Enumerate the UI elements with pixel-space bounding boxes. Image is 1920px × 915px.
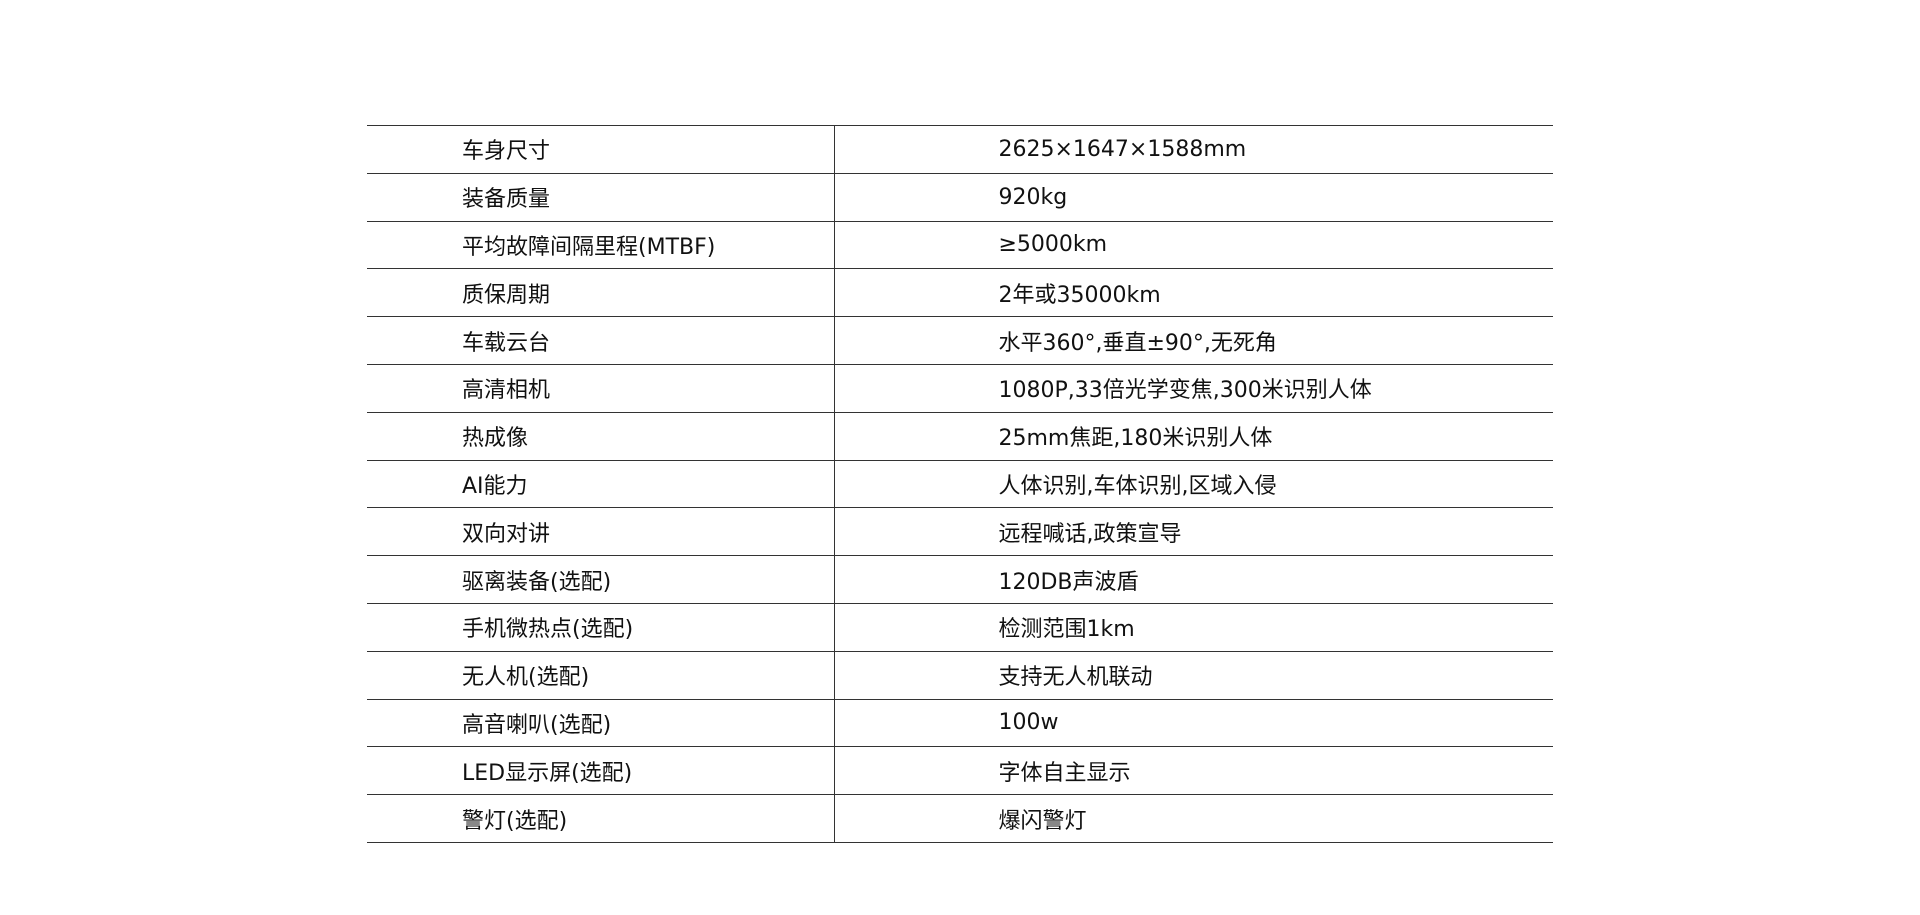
spec-value: 120DB声波盾 xyxy=(834,555,1553,604)
spec-value: 爆闪警灯 xyxy=(834,794,1553,843)
spec-value: ≥5000km xyxy=(834,220,1553,270)
table-row: 警灯(选配) 爆闪警灯 xyxy=(367,794,1553,843)
spec-value: 1080P,33倍光学变焦,300米识别人体 xyxy=(834,363,1553,413)
table-row: 驱离装备(选配) 120DB声波盾 xyxy=(367,555,1553,604)
table-row: 手机微热点(选配) 检测范围1km xyxy=(367,602,1553,652)
table-row: 双向对讲 远程喊话,政策宣导 xyxy=(367,507,1553,557)
spec-table: 车身尺寸 2625×1647×1588mm 装备质量 920kg 平均故障间隔里程(MT… xyxy=(367,125,1553,843)
spec-value: 920kg xyxy=(834,172,1553,222)
spec-label: 高音喇叭(选配) xyxy=(367,698,835,748)
spec-value: 水平360°,垂直±90°,无死角 xyxy=(834,316,1553,365)
spec-value: 25mm焦距,180米识别人体 xyxy=(834,411,1553,461)
spec-value: 远程喊话,政策宣导 xyxy=(834,507,1553,557)
spec-label: 装备质量 xyxy=(367,172,835,222)
table-row: 无人机(选配) 支持无人机联动 xyxy=(367,650,1553,700)
spec-label: 驱离装备(选配) xyxy=(367,555,835,604)
spec-label: 警灯(选配) xyxy=(367,794,835,843)
spec-label: 无人机(选配) xyxy=(367,650,835,700)
spec-label: 车载云台 xyxy=(367,316,835,365)
table-row: 车身尺寸 2625×1647×1588mm xyxy=(367,125,1553,174)
spec-value: 2625×1647×1588mm xyxy=(834,125,1553,174)
spec-label: 手机微热点(选配) xyxy=(367,602,835,652)
spec-value: 检测范围1km xyxy=(834,602,1553,652)
spec-label: 热成像 xyxy=(367,411,835,461)
spec-label: 车身尺寸 xyxy=(367,125,835,174)
spec-label: 高清相机 xyxy=(367,363,835,413)
table-row: 热成像 25mm焦距,180米识别人体 xyxy=(367,411,1553,461)
table-row: 质保周期 2年或35000km xyxy=(367,268,1553,318)
spec-label: 双向对讲 xyxy=(367,507,835,557)
table-row: AI能力 人体识别,车体识别,区域入侵 xyxy=(367,459,1553,509)
spec-value: 人体识别,车体识别,区域入侵 xyxy=(834,459,1553,509)
table-row: 装备质量 920kg xyxy=(367,172,1553,222)
spec-value: 100w xyxy=(834,698,1553,748)
table-row: 高音喇叭(选配) 100w xyxy=(367,698,1553,748)
spec-label: LED显示屏(选配) xyxy=(367,746,835,796)
table-row: LED显示屏(选配) 字体自主显示 xyxy=(367,746,1553,796)
spec-label: 质保周期 xyxy=(367,268,835,318)
spec-label: 平均故障间隔里程(MTBF) xyxy=(367,220,835,270)
table-row: 高清相机 1080P,33倍光学变焦,300米识别人体 xyxy=(367,363,1553,413)
spec-value: 2年或35000km xyxy=(834,268,1553,318)
spec-value: 支持无人机联动 xyxy=(834,650,1553,700)
spec-label: AI能力 xyxy=(367,459,835,509)
spec-value: 字体自主显示 xyxy=(834,746,1553,796)
table-row: 平均故障间隔里程(MTBF) ≥5000km xyxy=(367,220,1553,270)
table-row: 车载云台 水平360°,垂直±90°,无死角 xyxy=(367,316,1553,365)
